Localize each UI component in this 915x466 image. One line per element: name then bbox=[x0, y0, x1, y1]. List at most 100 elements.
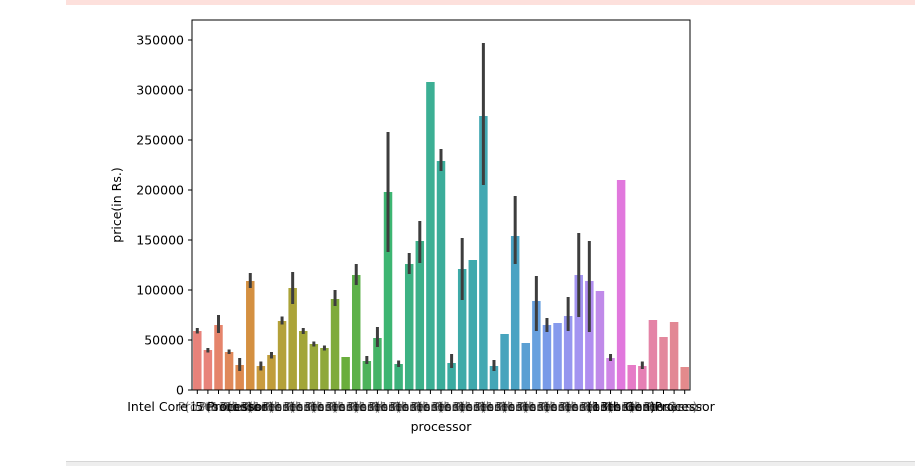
x-tick-label-overlap: Processor bbox=[432, 399, 493, 414]
bar bbox=[383, 192, 393, 390]
x-tick-label-overlap: Processor bbox=[559, 399, 620, 414]
bar bbox=[616, 180, 626, 390]
y-tick-label: 50000 bbox=[144, 333, 184, 348]
x-tick-label-overlap: (13th Gen) bbox=[397, 399, 465, 414]
x-tick-label-overlap: Processor bbox=[178, 399, 239, 414]
bar bbox=[256, 366, 266, 390]
bar bbox=[320, 348, 329, 390]
x-tick-label-overlap: Processor bbox=[369, 399, 430, 414]
x-tick-label-overlap: Processor bbox=[644, 399, 705, 414]
bars-group bbox=[193, 82, 689, 390]
bottom-page-strip bbox=[66, 461, 915, 466]
bar bbox=[479, 116, 488, 390]
y-tick-label: 350000 bbox=[136, 33, 184, 48]
bar bbox=[457, 269, 467, 390]
top-page-strip bbox=[66, 0, 915, 5]
bar bbox=[277, 321, 287, 390]
x-tick-label-overlap: (13th Gen) bbox=[439, 399, 507, 414]
bar bbox=[394, 364, 403, 390]
y-tick-label: 100000 bbox=[136, 283, 184, 298]
x-tick-label-overlap: Processor bbox=[602, 399, 663, 414]
bar bbox=[500, 334, 509, 390]
bar bbox=[351, 275, 361, 390]
x-tick-labels: Intel Core i5 Processor (13th Gen) Process… bbox=[127, 399, 715, 414]
y-tick-label: 0 bbox=[176, 383, 184, 398]
bar bbox=[436, 161, 446, 390]
x-tick-label-overlap: Processor bbox=[220, 399, 281, 414]
x-tick-label-overlap: Processor bbox=[284, 399, 345, 414]
x-tick-label-overlap: (13th Gen) bbox=[291, 399, 359, 414]
x-tick-label-overlap: (13th Gen) bbox=[206, 399, 274, 414]
bar bbox=[648, 320, 658, 390]
x-tick-label-overlap: Processor bbox=[241, 399, 302, 414]
bar bbox=[532, 301, 541, 390]
bar bbox=[193, 331, 202, 390]
bar bbox=[563, 316, 573, 390]
x-tick-label-overlap: Processor bbox=[347, 399, 408, 414]
bar bbox=[224, 352, 234, 390]
bar bbox=[288, 288, 297, 390]
bar bbox=[606, 358, 615, 390]
bar bbox=[595, 291, 605, 390]
x-tick-label-overlap: (13th Gen) bbox=[566, 399, 634, 414]
x-tick-label: Intel Core i5 Processor bbox=[127, 399, 268, 414]
x-tick-label-overlap: Processor bbox=[623, 399, 684, 414]
bar bbox=[489, 366, 499, 390]
x-tick-label-overlap: Processor bbox=[517, 399, 578, 414]
x-tick-label-overlap: (13th Gen) bbox=[185, 399, 253, 414]
x-tick-label-overlap: Processor bbox=[305, 399, 366, 414]
bar bbox=[267, 355, 276, 390]
bar bbox=[553, 323, 562, 390]
bar bbox=[404, 264, 414, 390]
y-tick-label: 250000 bbox=[136, 133, 184, 148]
bar bbox=[574, 275, 583, 390]
bar bbox=[299, 331, 308, 390]
x-tick-label-overlap: (13th Gen) bbox=[312, 399, 380, 414]
x-tick-label-overlap: (13th Gen) bbox=[608, 399, 676, 414]
bar bbox=[669, 322, 679, 390]
x-tick-label-overlap: Processor bbox=[538, 399, 599, 414]
bar bbox=[309, 344, 319, 390]
x-tick-label-overlap: (13th Gen) bbox=[269, 399, 337, 414]
y-axis-ticks: 0 50000 100000 150000 200000 250000 300000 3500… bbox=[136, 33, 192, 398]
bar bbox=[638, 366, 647, 390]
y-axis-title: price(in Rs.) bbox=[109, 167, 124, 242]
x-tick-label-overlap: (13th Gen) bbox=[524, 399, 592, 414]
bar bbox=[542, 325, 552, 390]
y-tick-label: 150000 bbox=[136, 233, 184, 248]
bar bbox=[521, 343, 531, 390]
x-tick-label-overlap: (13th Gen) bbox=[545, 399, 613, 414]
bar bbox=[659, 337, 668, 390]
bar bbox=[627, 365, 636, 390]
x-tick-label-overlap: (13th Gen) bbox=[460, 399, 528, 414]
x-axis-title: processor bbox=[411, 419, 473, 434]
x-tick-label: Processor bbox=[655, 399, 716, 414]
bar bbox=[585, 281, 594, 390]
x-tick-label-overlap: (13th Gen) bbox=[502, 399, 570, 414]
x-tick-label-overlap: Processor bbox=[199, 399, 260, 414]
bar bbox=[468, 260, 478, 390]
x-tick-label-overlap: Processor bbox=[453, 399, 514, 414]
bar bbox=[362, 361, 372, 390]
y-tick-label: 200000 bbox=[136, 183, 184, 198]
x-tick-label-overlap: (13th Gen) bbox=[333, 399, 401, 414]
bar bbox=[510, 236, 520, 390]
bar bbox=[214, 325, 223, 390]
error-bars-group bbox=[195, 43, 644, 371]
bar bbox=[330, 299, 340, 390]
x-tick-label-overlap: (13th Gen) bbox=[587, 399, 655, 414]
x-axis-ticks bbox=[196, 390, 686, 394]
x-tick-label-overlap: Processor bbox=[580, 399, 641, 414]
bar bbox=[415, 241, 425, 390]
x-tick-label: (13th Gen) bbox=[587, 399, 655, 414]
bar bbox=[246, 281, 255, 390]
x-tick-label-overlap: Processor bbox=[390, 399, 451, 414]
bar bbox=[203, 350, 213, 390]
x-tick-label-overlap: Processor bbox=[474, 399, 535, 414]
bar bbox=[373, 338, 382, 390]
x-tick-label-overlap: Processor bbox=[496, 399, 557, 414]
x-tick-label-overlap: Processor bbox=[263, 399, 324, 414]
bar bbox=[426, 82, 435, 390]
y-tick-label: 300000 bbox=[136, 83, 184, 98]
